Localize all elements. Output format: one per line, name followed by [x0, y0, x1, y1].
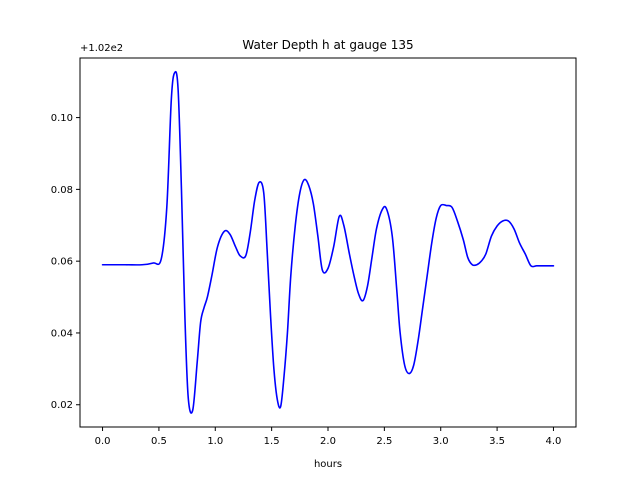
y-tick-label-3: 0.08	[51, 185, 73, 196]
x-axis: 0.0 0.5 1.0 1.5 2.0 2.5 3.0 3.5 4.0	[95, 427, 562, 447]
series-line-0	[101, 70, 555, 414]
chart-title: Water Depth h at gauge 135	[242, 38, 413, 52]
x-tick-label-8: 4.0	[546, 436, 562, 447]
y-tick-label-1: 0.04	[51, 328, 73, 339]
y-tick-label-0: 0.02	[51, 400, 73, 411]
x-tick-label-0: 0.0	[95, 436, 111, 447]
x-axis-label: hours	[314, 459, 342, 470]
y-offset-label: +1.02e2	[80, 43, 123, 54]
x-tick-label-4: 2.0	[320, 436, 336, 447]
x-tick-label-5: 2.5	[376, 436, 392, 447]
y-axis: 0.02 0.04 0.06 0.08 0.10	[51, 113, 80, 411]
y-tick-label-4: 0.10	[51, 113, 73, 124]
x-tick-label-7: 3.5	[489, 436, 505, 447]
x-tick-label-2: 1.0	[207, 436, 223, 447]
plot-area	[101, 70, 555, 414]
axes-frame	[79, 57, 577, 428]
x-tick-label-3: 1.5	[264, 436, 280, 447]
x-tick-label-6: 3.0	[433, 436, 449, 447]
x-tick-label-1: 0.5	[151, 436, 167, 447]
y-tick-label-2: 0.06	[51, 257, 73, 268]
